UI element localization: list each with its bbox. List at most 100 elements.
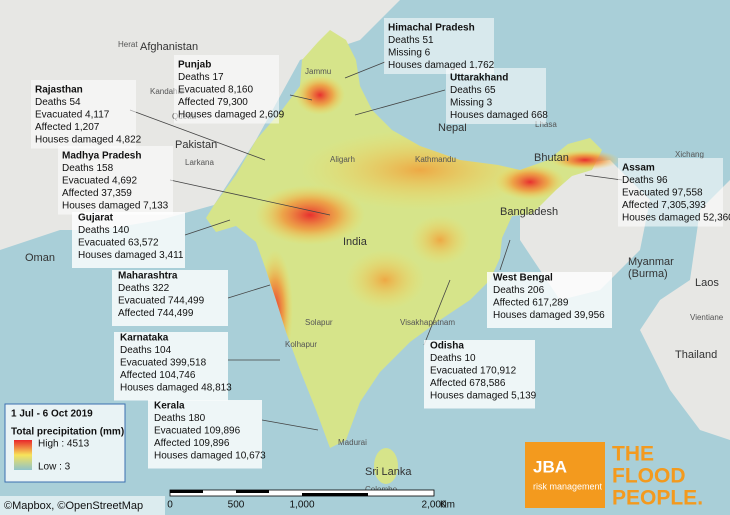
box-title: Gujarat [78, 213, 114, 224]
box-line: Deaths 322 [118, 283, 170, 294]
box-title: Assam [622, 163, 655, 174]
logo-name: JBA [533, 457, 567, 476]
box-line: Deaths 65 [450, 85, 496, 96]
city-label: Kolhapur [285, 340, 317, 349]
box-title: Uttarakhand [450, 73, 508, 84]
scale-bar: 0 500 1,000 2,000 Km [167, 489, 455, 511]
legend-high: High : 4513 [38, 439, 90, 450]
box-line: Deaths 96 [622, 175, 668, 186]
box-line: Missing 6 [388, 48, 431, 59]
legend: 1 Jul - 6 Oct 2019 Total precipitation (… [4, 403, 126, 483]
info-box [618, 158, 723, 227]
box-line: Houses damaged 52,360 [622, 213, 730, 224]
city-label: Herat [118, 40, 138, 49]
leader [261, 419, 319, 431]
logo-slogan: PEOPLE. [612, 487, 703, 510]
scale-label: 500 [228, 500, 245, 511]
box-line: Evacuated 170,912 [430, 366, 517, 377]
country-label: Myanmar [628, 256, 674, 268]
country-label: Nepal [438, 122, 467, 134]
city-label: Jammu [305, 67, 331, 76]
box-line: Deaths 17 [178, 72, 224, 83]
sri-lanka [374, 448, 398, 484]
box-title: Maharashtra [118, 271, 178, 282]
box-line: Affected 7,305,393 [622, 200, 706, 211]
rain [410, 215, 470, 265]
box-title: Rajasthan [35, 85, 83, 96]
scale-seg [170, 490, 203, 493]
leader [129, 109, 266, 161]
box-line: Missing 3 [450, 98, 493, 109]
city-label: Aligarh [330, 155, 355, 164]
box-title: West Bengal [493, 273, 553, 284]
info-box [446, 68, 546, 124]
country-label: Thailand [675, 349, 717, 361]
box-line: Evacuated 63,572 [78, 238, 159, 249]
box-title: Madhya Pradesh [62, 151, 141, 162]
info-box [384, 18, 494, 74]
leader [584, 174, 623, 181]
box-line: Deaths 54 [35, 97, 81, 108]
box-line: Evacuated 97,558 [622, 188, 703, 199]
legend-low: Low : 3 [38, 462, 71, 473]
box-line: Houses damaged 4,822 [35, 135, 142, 146]
box-line: Deaths 140 [78, 225, 130, 236]
city-label: Kathmandu [415, 155, 456, 164]
rain [255, 185, 365, 245]
box-line: Deaths 10 [430, 353, 476, 364]
logo-slogan: THE [612, 443, 654, 466]
attribution: ©Mapbox, ©OpenStreetMap [4, 500, 143, 512]
box-title: Odisha [430, 341, 464, 352]
scale-label: 2,000 [421, 500, 446, 511]
land-bangladesh [520, 160, 650, 300]
country-label: Laos [695, 277, 719, 289]
box-line: Affected 678,586 [430, 378, 506, 389]
box-title: Himachal Pradesh [388, 23, 475, 34]
leader [289, 94, 313, 101]
city-label: Kandahar [150, 87, 185, 96]
country-label: India [343, 236, 368, 248]
leader [184, 219, 231, 236]
country-label: Afghanistan [140, 41, 198, 53]
box-line: Deaths 158 [62, 163, 114, 174]
scale-seg [302, 493, 368, 496]
box-line: Affected 37,359 [62, 188, 132, 199]
legend-ramp [14, 440, 32, 470]
info-box [148, 400, 262, 469]
country-label: (Burma) [628, 268, 668, 280]
leader [169, 179, 331, 216]
info-box [487, 272, 612, 328]
rain [550, 150, 620, 170]
country-label: Pakistan [175, 139, 217, 151]
legend-title: Total precipitation (mm) [11, 427, 124, 438]
scale-seg [236, 490, 269, 493]
city-label: Larkana [185, 158, 214, 167]
box-line: Houses damaged 10,673 [154, 451, 266, 462]
info-box [31, 80, 136, 149]
city-label: Visakhapatnam [400, 318, 455, 327]
box-title: Punjab [178, 60, 211, 71]
box-line: Affected 744,499 [118, 308, 194, 319]
box-line: Deaths 206 [493, 285, 545, 296]
city-label: Lhasa [535, 120, 557, 129]
leader [354, 89, 446, 116]
leader [344, 61, 386, 79]
country-label: Oman [25, 252, 55, 264]
rain [495, 164, 565, 200]
box-line: Evacuated 4,117 [35, 110, 110, 121]
attribution-bg [0, 496, 165, 515]
box-line: Evacuated 109,896 [154, 426, 241, 437]
box-line: Houses damaged 7,133 [62, 201, 169, 212]
box-line: Houses damaged 5,139 [430, 391, 537, 402]
box-line: Deaths 180 [154, 413, 206, 424]
box-line: Evacuated 4,692 [62, 176, 137, 187]
city-label: Solapur [305, 318, 333, 327]
legend-period: 1 Jul - 6 Oct 2019 [11, 409, 93, 420]
info-box [112, 270, 228, 326]
scale-label: 0 [167, 500, 173, 511]
country-label: Bangladesh [500, 206, 558, 218]
scale-label: 1,000 [289, 500, 314, 511]
box-title: Kerala [154, 401, 185, 412]
